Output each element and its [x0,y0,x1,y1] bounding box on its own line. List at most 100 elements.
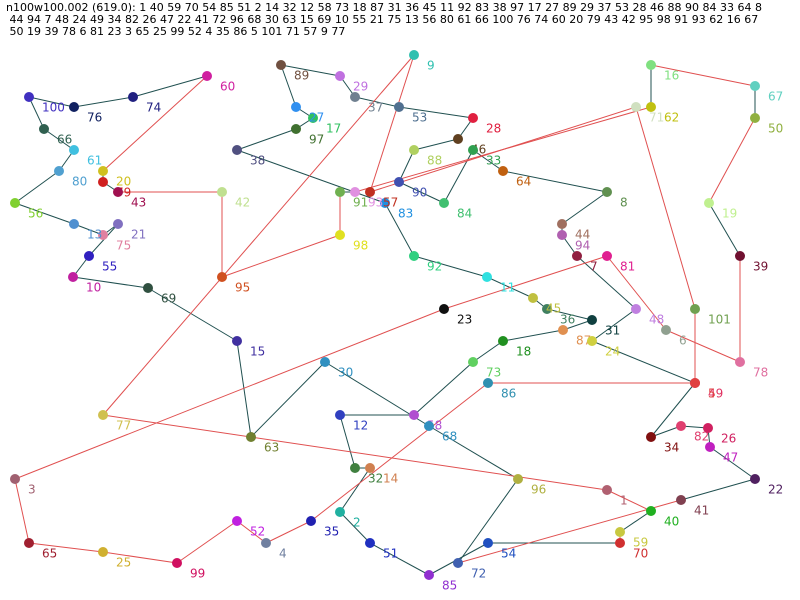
route-edge [502,329,564,342]
node-label: 53 [412,111,427,125]
node-dot [335,230,345,240]
node-dot [54,166,64,176]
node-dot [558,325,568,335]
route-edge [665,329,741,363]
route-edge [102,75,208,172]
node-label: 52 [250,525,265,539]
node-dot [498,336,508,346]
route-edge [102,54,415,416]
route-edge [561,191,608,225]
route-edge [398,106,474,119]
node-dot [735,251,745,261]
node-label: 16 [664,69,679,83]
node-dot [276,60,286,70]
route-edge [457,478,519,564]
node-label: 51 [383,547,398,561]
node-label: 99 [190,567,205,581]
route-edge [236,520,267,544]
node-label: 18 [516,345,531,359]
node-label: 36 [560,313,575,327]
node-label: 17 [326,122,341,136]
node-dot [10,198,20,208]
node-label: 6 [679,334,687,348]
header-line: n100w100.002 (619.0): 1 40 59 70 54 85 5… [6,1,762,14]
node-label: 82 [694,430,709,444]
node-label: 42 [235,196,250,210]
node-label: 19 [722,207,737,221]
route-edge [265,520,312,544]
header-line: 50 19 39 78 6 81 23 3 65 25 99 52 4 35 8… [6,25,346,38]
route-edge [280,64,297,108]
node-label: 47 [723,451,738,465]
node-dot [453,134,463,144]
node-dot [68,272,78,282]
node-label: 63 [264,441,279,455]
node-dot [646,432,656,442]
node-dot [439,304,449,314]
route-edge [73,223,104,236]
node-label: 2 [353,516,361,530]
node-dot [394,102,404,112]
node-label: 68 [442,430,457,444]
node-label: 70 [633,547,648,561]
node-dot [24,538,34,548]
node-label: 40 [664,515,679,529]
route-edge [236,340,252,438]
node-label: 96 [531,483,546,497]
node-label: 101 [708,313,731,327]
node-label: 20 [116,175,131,189]
node-label: 65 [42,547,57,561]
node-dot [409,251,419,261]
node-label: 3 [28,483,36,497]
node-label: 89 [294,69,309,83]
route-edge [43,128,75,151]
node-dot [424,570,434,580]
route-edge [221,234,341,278]
node-label: 91 [353,196,368,210]
node-dot [232,516,242,526]
route-edge [132,75,208,98]
node-label: 41 [694,504,709,518]
node-label: 98 [353,239,368,253]
node-label: 7 [590,260,598,274]
node-dot [602,251,612,261]
node-dot [335,187,345,197]
node-label: 92 [427,260,442,274]
node-dot [365,187,375,197]
node-dot [690,378,700,388]
node-dot [750,474,760,484]
node-label: 88 [427,154,442,168]
route-edge [413,138,459,151]
node-dot [690,304,700,314]
route-edge [619,510,652,533]
node-label: 22 [768,483,783,497]
node-dot [98,410,108,420]
node-dot [646,506,656,516]
node-dot [468,145,478,155]
node-dot [409,410,419,420]
node-label: 74 [146,101,161,115]
node-label: 38 [250,154,265,168]
node-dot [483,378,493,388]
route-edge [398,181,445,204]
node-dot [602,485,612,495]
node-label: 25 [116,556,131,570]
node-dot [335,507,345,517]
route-edge [250,361,326,438]
node-dot [439,198,449,208]
node-dot [217,272,227,282]
node-label: 90 [412,186,427,200]
node-dot [217,187,227,197]
node-dot [69,145,79,155]
node-dot [542,304,552,314]
route-edge [73,96,134,108]
node-dot [498,166,508,176]
node-label: 75 [116,239,131,253]
node-dot [468,113,478,123]
node-label: 15 [250,345,265,359]
node-dot [365,538,375,548]
node-dot [409,145,419,155]
route-edge [14,170,60,204]
node-dot [69,219,79,229]
